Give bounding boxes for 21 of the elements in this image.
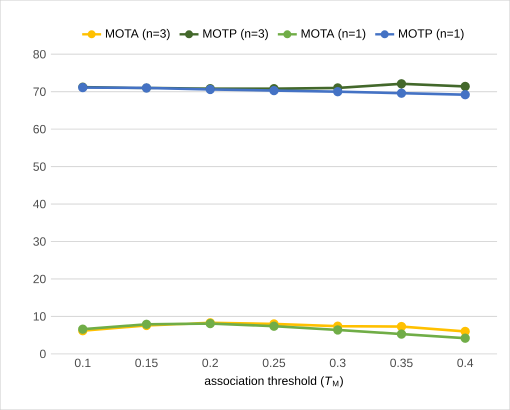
x-tick-label: 0.1 xyxy=(74,358,90,368)
legend-label: MOTP (n=3) xyxy=(203,28,268,40)
x-tick-label: 0.2 xyxy=(202,358,218,368)
y-tick-label: 80 xyxy=(33,50,46,58)
legend-label: MOTP (n=1) xyxy=(399,28,464,40)
x-tick-label: 0.4 xyxy=(457,358,474,368)
x-tick-label: 0.35 xyxy=(390,358,413,368)
y-tick-label: 10 xyxy=(34,312,46,321)
y-tick-label: 40 xyxy=(33,200,46,208)
x-tick-label: 0.3 xyxy=(330,358,346,368)
x-tick-label: 0.15 xyxy=(135,358,158,368)
y-tick-label: 60 xyxy=(33,124,46,134)
x-tick-label: 0.25 xyxy=(262,358,286,368)
legend-label: MOTA (n=3) xyxy=(106,28,170,40)
y-tick-label: 0 xyxy=(40,350,46,358)
y-tick-label: 70 xyxy=(33,87,46,96)
y-tick-label: 50 xyxy=(33,162,46,171)
y-tick-label: 20 xyxy=(33,274,46,284)
y-tick-label: 30 xyxy=(33,237,46,246)
x-axis-title: association threshold (T$_{M}$) xyxy=(204,376,343,388)
legend-label: MOTA (n=1) xyxy=(302,28,366,40)
